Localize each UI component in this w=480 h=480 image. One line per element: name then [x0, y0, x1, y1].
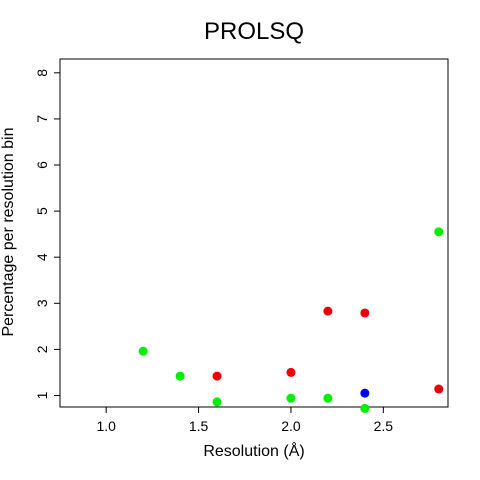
data-point [434, 227, 444, 237]
x-tick-label: 2.5 [374, 418, 394, 434]
data-point [286, 367, 296, 377]
y-tick-label: 3 [34, 299, 50, 307]
data-point [212, 397, 222, 407]
y-tick-label: 7 [34, 115, 50, 123]
data-point [360, 403, 370, 413]
y-tick-label: 5 [34, 207, 50, 215]
y-tick-label: 2 [34, 345, 50, 353]
x-tick-label: 1.0 [96, 418, 116, 434]
y-tick-label: 1 [34, 391, 50, 399]
data-point [212, 371, 222, 381]
x-axis: 1.0 1.5 2.0 2.5 [96, 407, 393, 434]
data-point [360, 308, 370, 318]
data-point [434, 384, 444, 394]
chart-title: PROLSQ [204, 18, 304, 45]
y-axis: 1 2 3 4 5 6 7 8 [34, 69, 60, 399]
y-tick-label: 4 [34, 253, 50, 261]
x-tick-label: 1.5 [189, 418, 209, 434]
data-point [323, 393, 333, 403]
y-axis-label: Percentage per resolution bin [0, 127, 17, 336]
data-points [138, 227, 444, 413]
y-tick-label: 8 [34, 69, 50, 77]
data-point [323, 306, 333, 316]
data-point [360, 388, 370, 398]
data-point [175, 371, 185, 381]
plot-area-frame [59, 58, 449, 408]
x-tick-label: 2.0 [281, 418, 301, 434]
y-tick-label: 6 [34, 161, 50, 169]
data-point [286, 393, 296, 403]
x-axis-label: Resolution (Å) [203, 441, 304, 460]
data-point [138, 346, 148, 356]
